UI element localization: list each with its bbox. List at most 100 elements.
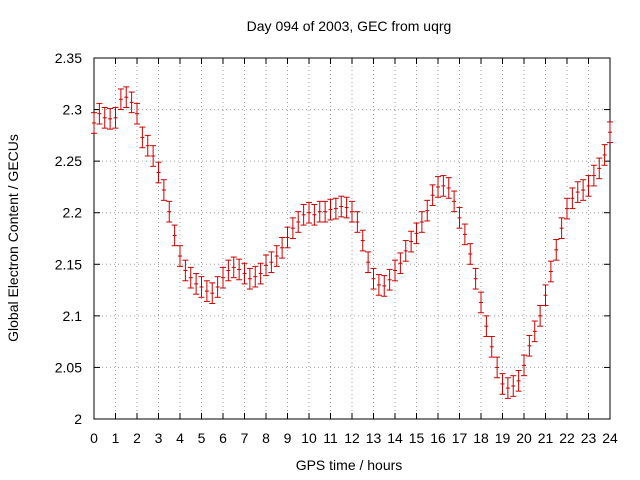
error-bar-point xyxy=(332,197,339,220)
error-bar-point xyxy=(230,256,237,279)
error-bar-point xyxy=(547,260,554,283)
error-bar-point xyxy=(101,107,108,129)
error-bar-point xyxy=(187,266,194,289)
error-bar-point xyxy=(257,262,264,285)
error-bar-point xyxy=(96,102,103,125)
error-bar-point xyxy=(198,276,205,298)
axis-ticks xyxy=(93,57,611,420)
error-bar-point xyxy=(418,211,425,233)
y-tick-label: 2.05 xyxy=(55,359,82,375)
y-tick-label: 2.15 xyxy=(55,256,82,272)
x-tick-label: 18 xyxy=(473,430,489,446)
error-bar-point xyxy=(601,144,608,166)
error-bar-point xyxy=(504,377,511,399)
error-bar-point xyxy=(413,222,420,245)
x-tick-label: 9 xyxy=(284,430,292,446)
error-bar-point xyxy=(397,252,404,275)
error-bar-point xyxy=(564,197,570,220)
data-points xyxy=(91,86,613,399)
x-tick-label: 2 xyxy=(133,430,141,446)
error-bar-point xyxy=(252,265,259,288)
x-tick-label: 7 xyxy=(241,430,249,446)
error-bar-point xyxy=(386,268,393,291)
error-bar-point xyxy=(327,198,334,221)
error-bar-point xyxy=(338,195,345,218)
y-tick-label: 2.2 xyxy=(63,205,83,221)
error-bar-point xyxy=(596,157,603,180)
error-bar-point xyxy=(375,274,382,296)
x-tick-label: 19 xyxy=(495,430,511,446)
error-bar-point xyxy=(451,190,458,213)
error-bar-point xyxy=(311,203,318,226)
error-bar-point xyxy=(107,108,114,130)
error-bar-point xyxy=(521,354,527,377)
x-tick-label: 5 xyxy=(198,430,206,446)
error-bar-point xyxy=(117,88,124,111)
error-bar-point xyxy=(306,201,312,224)
error-bar-point xyxy=(456,207,463,229)
x-tick-label: 17 xyxy=(452,430,468,446)
error-bar-point xyxy=(488,335,495,358)
error-bar-point xyxy=(193,273,200,295)
error-bar-point xyxy=(128,91,135,114)
y-tick-label: 2.25 xyxy=(55,153,82,169)
error-bar-point xyxy=(392,259,398,282)
error-bar-point xyxy=(515,370,522,392)
error-bar-point xyxy=(91,112,97,134)
error-bar-point xyxy=(435,176,441,198)
error-bar-point xyxy=(558,217,565,239)
error-bar-point xyxy=(585,175,592,197)
error-bar-point xyxy=(225,259,232,282)
error-bar-point xyxy=(510,375,517,397)
error-bar-point xyxy=(182,259,189,282)
error-bar-point xyxy=(542,284,549,307)
error-bar-point xyxy=(553,239,560,261)
error-bar-point xyxy=(483,315,490,337)
x-tick-label: 11 xyxy=(323,430,338,446)
error-bar-point xyxy=(300,203,307,226)
error-bar-point xyxy=(150,145,157,167)
x-axis-title: GPS time / hours xyxy=(296,457,403,473)
x-tick-label: 22 xyxy=(559,430,575,446)
x-tick-label: 10 xyxy=(301,430,317,446)
error-bar-point xyxy=(424,199,431,222)
error-bar-point xyxy=(607,121,613,144)
error-bar-point xyxy=(295,211,302,233)
error-bar-point xyxy=(402,240,409,262)
error-bar-point xyxy=(263,254,269,277)
y-tick-label: 2 xyxy=(74,411,82,427)
error-bar-point xyxy=(354,211,361,233)
error-bar-point xyxy=(499,373,506,395)
error-bar-point xyxy=(220,266,226,289)
error-bar-point xyxy=(365,251,372,274)
error-bar-point xyxy=(494,356,501,379)
error-bar-point xyxy=(359,229,366,252)
error-bar-point xyxy=(123,86,130,109)
x-tick-label: 16 xyxy=(430,430,446,446)
x-tick-label: 14 xyxy=(387,430,403,446)
error-bar-point xyxy=(139,126,146,149)
error-bar-point xyxy=(343,196,350,219)
error-bar-point xyxy=(440,175,447,197)
y-tick-label: 2.35 xyxy=(55,50,82,66)
x-tick-label: 3 xyxy=(155,430,163,446)
error-bar-point xyxy=(526,334,533,357)
x-tick-label: 8 xyxy=(262,430,270,446)
error-bar-point xyxy=(461,223,468,246)
error-bar-point xyxy=(590,164,597,187)
x-tick-label: 1 xyxy=(112,430,120,446)
error-bar-point xyxy=(214,276,221,298)
error-bar-point xyxy=(569,187,576,210)
error-bar-point xyxy=(580,179,587,201)
x-tick-label: 24 xyxy=(602,430,618,446)
error-bar-point xyxy=(316,200,323,223)
x-tick-label: 12 xyxy=(344,430,360,446)
y-tick-label: 2.1 xyxy=(63,308,83,324)
x-tick-label: 21 xyxy=(538,430,554,446)
y-axis-title: Global Electron Content / GECUs xyxy=(5,134,21,342)
error-bar-point xyxy=(279,236,286,259)
grid xyxy=(94,58,610,419)
error-bar-point xyxy=(472,267,479,290)
error-bar-point xyxy=(166,200,173,223)
